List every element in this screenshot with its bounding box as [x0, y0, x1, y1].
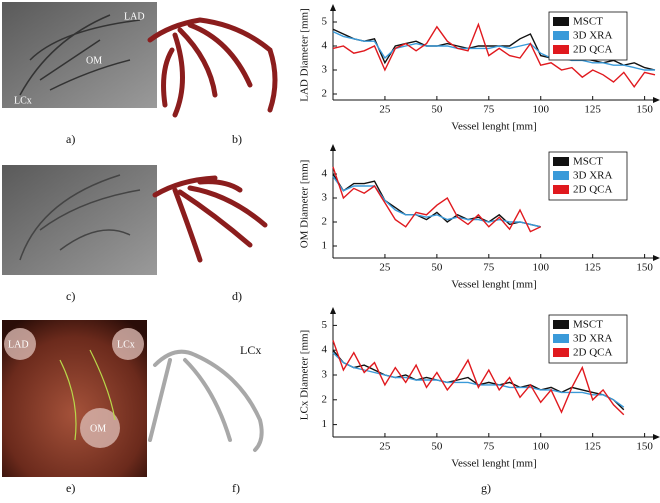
legend-label: 3D XRA: [573, 170, 612, 182]
y-tick-label: 4: [322, 344, 328, 356]
panel-label: d): [232, 289, 242, 303]
x-tick-label: 75: [483, 104, 495, 116]
annotation: OM: [86, 55, 102, 66]
angiogram-image: [2, 165, 157, 275]
x-tick-label: 125: [584, 441, 601, 453]
panel-label: b): [232, 132, 242, 146]
om-model: [152, 175, 268, 263]
vessel-shadow: [19, 14, 141, 96]
y-tick-label: 5: [322, 319, 328, 331]
y-tick-label: 3: [322, 192, 328, 204]
data-line: [332, 22, 656, 88]
data-line: [332, 166, 541, 233]
legend-swatch: [553, 334, 569, 343]
highlight: [4, 328, 36, 360]
annotation: OM: [90, 423, 106, 434]
annotation: LCx: [117, 339, 135, 350]
legend-label: 2D QCA: [573, 347, 612, 359]
y-tick-label: 2: [322, 393, 328, 405]
x-tick-label: 50: [431, 104, 443, 116]
data-line: [332, 173, 541, 228]
panel-label: e): [66, 481, 75, 495]
annotation: LCx: [240, 343, 261, 357]
y-tick-label: 4: [322, 40, 328, 52]
legend-label: 2D QCA: [573, 44, 612, 56]
y-tick-label: 1: [322, 418, 328, 430]
legend-label: MSCT: [573, 156, 603, 168]
axis-arrow: [330, 144, 336, 151]
x-tick-label: 50: [431, 441, 443, 453]
axis-arrow: [330, 4, 336, 11]
x-tick-label: 25: [379, 104, 391, 116]
panel-label: c): [66, 289, 75, 303]
legend-swatch: [553, 185, 569, 194]
axis-arrow: [653, 255, 660, 261]
axis-arrow: [653, 97, 660, 103]
x-tick-label: 50: [431, 262, 443, 274]
legend-swatch: [553, 320, 569, 329]
legend-label: 3D XRA: [573, 333, 612, 345]
x-tick-label: 150: [636, 262, 653, 274]
x-tick-label: 150: [636, 441, 653, 453]
x-axis-label: Vessel lenght [mm]: [451, 279, 537, 291]
panel-label: f): [232, 481, 240, 495]
y-tick-label: 3: [322, 64, 328, 76]
axis-arrow: [653, 434, 660, 440]
annotation: LCx: [14, 95, 32, 106]
lad-model: [147, 17, 278, 118]
legend-label: MSCT: [573, 16, 603, 28]
data-line: [332, 340, 625, 416]
x-axis-label: Vessel lenght [mm]: [451, 121, 537, 133]
x-tick-label: 100: [532, 104, 549, 116]
x-tick-label: 75: [483, 262, 495, 274]
panel-label: a): [66, 132, 75, 146]
x-tick-label: 25: [379, 262, 391, 274]
panel-label: g): [481, 481, 491, 495]
highlight: [112, 328, 144, 360]
legend-swatch: [553, 31, 569, 40]
x-tick-label: 125: [584, 104, 601, 116]
legend-swatch: [553, 45, 569, 54]
legend-label: 2D QCA: [573, 184, 612, 196]
x-tick-label: 25: [379, 441, 391, 453]
y-tick-label: 3: [322, 369, 328, 381]
vessel: [59, 349, 116, 441]
data-line: [332, 30, 655, 71]
y-tick-label: 2: [322, 88, 328, 100]
vessel-shadow: [19, 174, 141, 261]
y-axis-label: OM Diameter [mm]: [299, 160, 311, 249]
axis-arrow: [330, 307, 336, 314]
lcx-model: [148, 349, 264, 452]
y-tick-label: 1: [322, 240, 328, 252]
legend-swatch: [553, 348, 569, 357]
x-tick-label: 100: [532, 441, 549, 453]
x-axis-label: Vessel lenght [mm]: [451, 458, 537, 470]
angiogram-image: [2, 2, 157, 108]
x-tick-label: 100: [532, 262, 549, 274]
y-axis-label: LAD Diameter [mm]: [299, 8, 311, 101]
data-line: [332, 175, 541, 228]
legend-label: 3D XRA: [573, 30, 612, 42]
legend-swatch: [553, 17, 569, 26]
y-tick-label: 5: [322, 16, 328, 28]
y-tick-label: 2: [322, 216, 328, 228]
y-axis-label: LCx Diameter [mm]: [299, 330, 311, 420]
data-line: [332, 352, 625, 408]
annotation: LAD: [8, 339, 29, 350]
x-tick-label: 125: [584, 262, 601, 274]
legend-swatch: [553, 157, 569, 166]
legend-label: MSCT: [573, 319, 603, 331]
legend-swatch: [553, 171, 569, 180]
x-tick-label: 150: [636, 104, 653, 116]
y-tick-label: 4: [322, 168, 328, 180]
highlight: [80, 408, 120, 448]
x-tick-label: 75: [483, 441, 495, 453]
annotation: LAD: [124, 11, 145, 22]
